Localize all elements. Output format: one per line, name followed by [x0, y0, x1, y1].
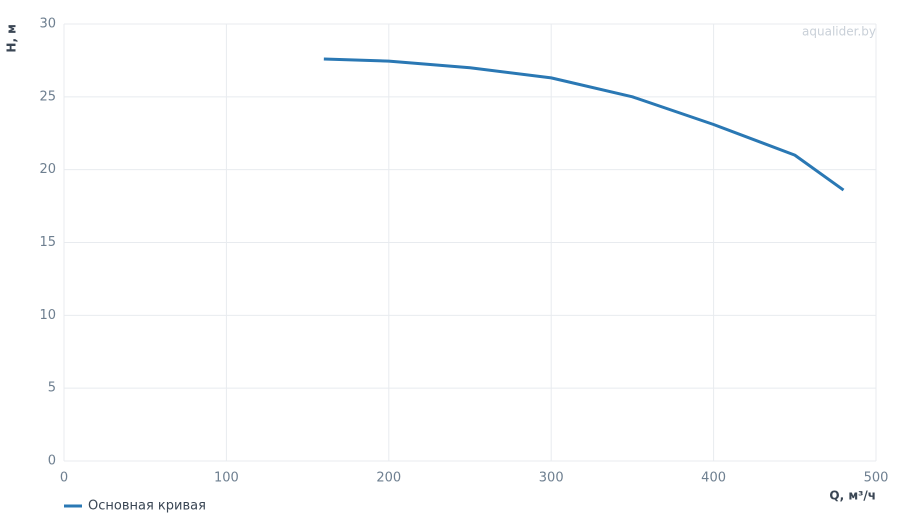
- y-tick-label: 25: [39, 89, 56, 104]
- x-tick-label: 300: [539, 471, 564, 486]
- x-tick-label: 500: [864, 471, 889, 486]
- line: [323, 57, 845, 192]
- x-axis-title: Q, м³/ч: [829, 489, 876, 503]
- y-tick-label: 10: [39, 308, 56, 323]
- y-axis-title: H, м: [5, 24, 19, 53]
- y-tick-label: 5: [48, 381, 56, 396]
- x-tick-label: 400: [701, 471, 726, 486]
- y-tick-label: 15: [39, 235, 56, 250]
- x-tick-label: 200: [376, 471, 401, 486]
- y-tick-label: 20: [39, 162, 56, 177]
- x-tick-label: 0: [60, 471, 68, 486]
- legend-label: Основная кривая: [88, 499, 206, 514]
- y-tick-label: 30: [39, 17, 56, 32]
- x-tick-label: 100: [214, 471, 239, 486]
- y-tick-label: 0: [48, 454, 56, 469]
- watermark: aqualider.by: [802, 25, 876, 39]
